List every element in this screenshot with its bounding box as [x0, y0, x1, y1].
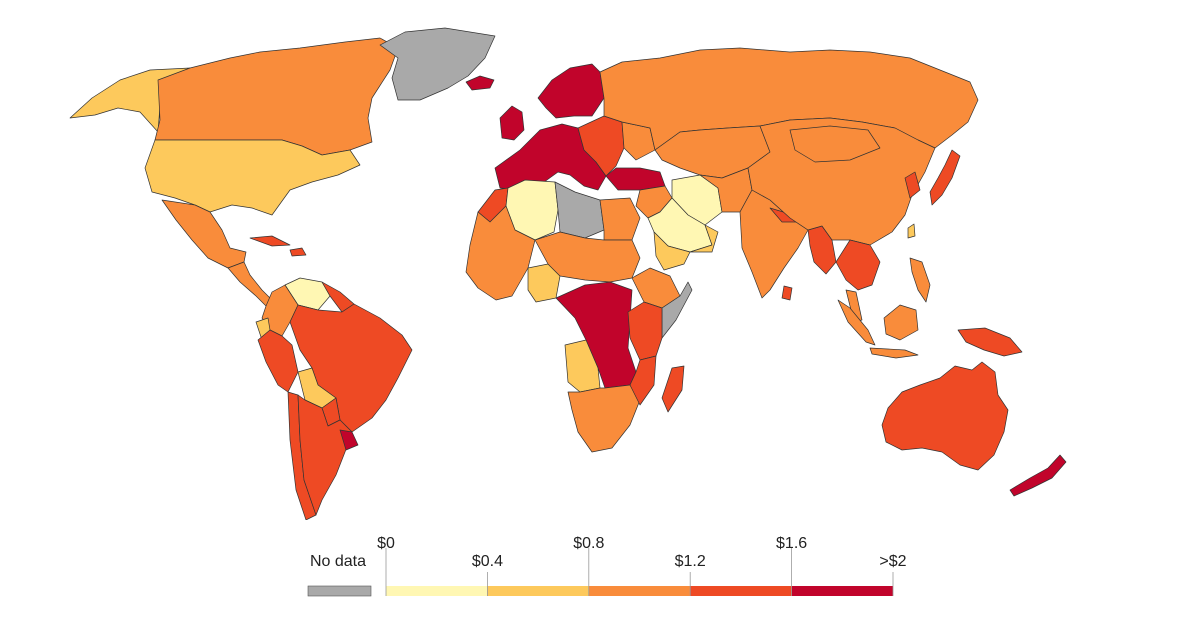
region-sumatra — [837, 299, 876, 346]
world-map — [69, 27, 1067, 520]
region-oman — [689, 224, 719, 253]
region-southeast-asia — [835, 239, 881, 291]
tick-label-1: $0.4 — [472, 553, 503, 570]
tick-label-2: $0.8 — [573, 535, 604, 552]
tick-label-4: $1.6 — [776, 535, 807, 552]
region-mozambique — [629, 355, 657, 406]
region-argentina — [297, 394, 353, 516]
region-uruguay — [339, 429, 359, 451]
legend-bin-2 — [487, 586, 589, 596]
region-mexico — [161, 199, 247, 269]
legend-bin-4 — [690, 586, 792, 596]
region-mongolia — [789, 125, 881, 163]
region-turkey — [605, 167, 666, 191]
region-southern-africa — [567, 384, 641, 453]
legend-bin-1 — [386, 586, 488, 596]
region-sri-lanka — [781, 285, 793, 301]
no-data-label: No data — [310, 553, 366, 570]
region-east-africa — [627, 301, 663, 361]
region-yemen — [653, 231, 691, 271]
region-madagascar — [661, 365, 685, 413]
no-data-swatch — [307, 585, 372, 597]
region-korea — [904, 171, 921, 199]
region-japan — [929, 149, 961, 206]
legend-bin-3 — [588, 586, 691, 596]
tick-label-3: $1.2 — [675, 553, 706, 570]
region-usa — [144, 139, 361, 216]
region-central-america — [227, 261, 273, 307]
legend-bin-5 — [791, 586, 893, 596]
region-new-guinea — [957, 327, 1023, 357]
region-cuba — [249, 235, 291, 247]
region-west-africa — [465, 205, 536, 301]
region-australia — [881, 361, 1009, 471]
region-libya — [554, 181, 605, 239]
region-java — [869, 347, 919, 359]
region-peru — [257, 329, 299, 393]
tick-label-5: >$2 — [879, 553, 906, 570]
tick-label-0: $0 — [377, 535, 395, 552]
region-chad-sudan — [534, 231, 641, 283]
region-hispaniola — [289, 247, 307, 257]
region-borneo — [883, 304, 919, 341]
map-legend: No data $0 $0.4 $0.8 $1.2 $1.6 >$2 — [307, 535, 907, 597]
region-greenland — [379, 27, 496, 101]
region-iceland — [465, 75, 495, 91]
region-new-zealand — [1009, 454, 1067, 497]
region-uk — [499, 105, 525, 141]
region-taiwan — [907, 223, 916, 239]
region-canada — [154, 37, 399, 156]
region-scandinavia — [537, 63, 605, 119]
region-philippines — [909, 257, 931, 303]
region-egypt — [599, 197, 641, 241]
